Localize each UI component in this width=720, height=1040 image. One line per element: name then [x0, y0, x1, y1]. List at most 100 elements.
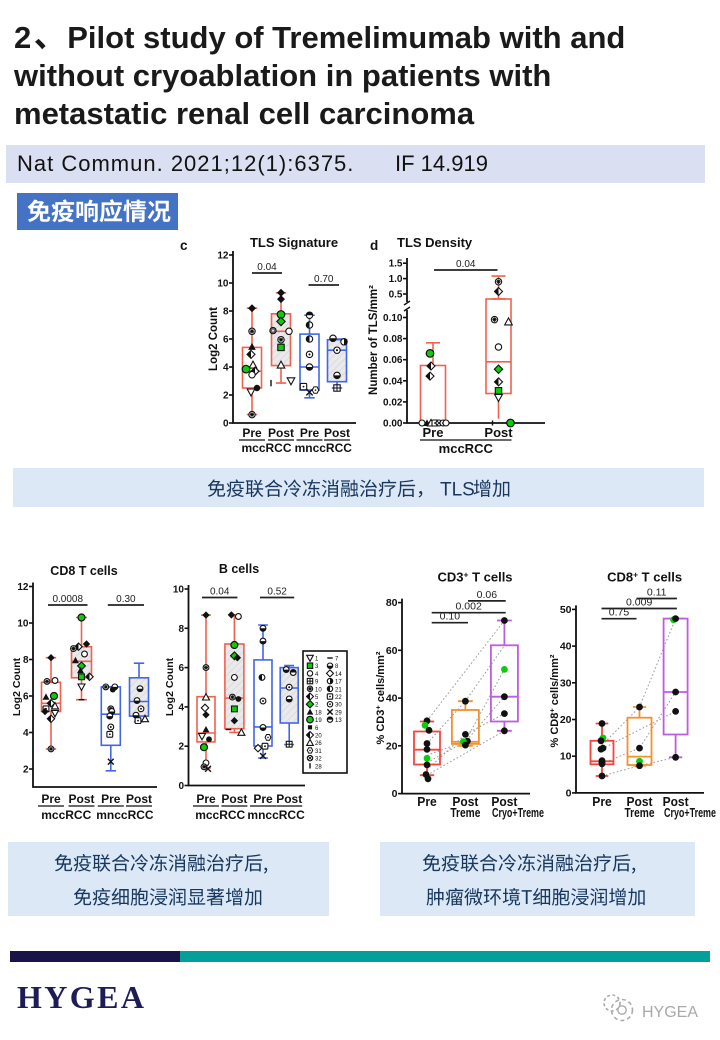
svg-text:Post: Post: [324, 426, 350, 440]
svg-text:B cells: B cells: [219, 562, 259, 576]
svg-text:Post: Post: [484, 425, 513, 440]
svg-text:mccRCC: mccRCC: [439, 441, 494, 456]
svg-text:Pre: Pre: [242, 426, 262, 440]
svg-text:0.08: 0.08: [383, 334, 403, 345]
svg-text:Pre: Pre: [253, 792, 273, 806]
svg-text:9: 9: [315, 680, 319, 686]
svg-text:TLS Signature: TLS Signature: [250, 235, 338, 250]
svg-text:32: 32: [315, 757, 322, 763]
svg-text:31: 31: [315, 749, 322, 755]
svg-text:Pre: Pre: [101, 792, 121, 806]
svg-text:13: 13: [335, 718, 342, 724]
svg-text:10: 10: [560, 751, 572, 763]
svg-text:6: 6: [178, 663, 184, 674]
svg-text:0.06: 0.06: [477, 589, 498, 601]
svg-text:0: 0: [223, 419, 229, 430]
svg-text:0.11: 0.11: [647, 587, 667, 599]
svg-text:12: 12: [217, 251, 229, 262]
svg-text:1: 1: [315, 657, 319, 663]
svg-text:Post: Post: [268, 426, 294, 440]
svg-text:Cryo+Treme: Cryo+Treme: [492, 806, 544, 820]
svg-text:Pre: Pre: [196, 792, 216, 806]
svg-text:0: 0: [178, 781, 184, 792]
svg-text:40: 40: [386, 693, 398, 705]
svg-text:Treme: Treme: [450, 806, 480, 820]
svg-text:TLS Density: TLS Density: [397, 235, 473, 250]
svg-text:2: 2: [23, 765, 29, 776]
svg-text:4: 4: [178, 702, 184, 713]
svg-text:0.04: 0.04: [257, 262, 277, 273]
svg-text:28: 28: [315, 764, 322, 770]
svg-text:0.52: 0.52: [267, 587, 287, 598]
svg-text:10: 10: [315, 687, 322, 693]
svg-text:0.10: 0.10: [383, 313, 403, 324]
svg-text:2: 2: [178, 742, 184, 753]
svg-text:TLS: TLS: [440, 480, 475, 501]
svg-text:1.0: 1.0: [389, 274, 403, 285]
svg-text:8: 8: [335, 664, 339, 670]
svg-text:4: 4: [23, 728, 29, 739]
svg-text:20: 20: [560, 714, 572, 726]
svg-text:Number of TLS/mm²: Number of TLS/mm²: [368, 285, 380, 395]
svg-text:mnccRCC: mnccRCC: [295, 441, 353, 455]
svg-text:1.5: 1.5: [389, 259, 403, 270]
svg-text:0: 0: [566, 787, 572, 799]
svg-text:4: 4: [223, 363, 229, 374]
svg-text:6: 6: [223, 335, 229, 346]
svg-text:c: c: [180, 238, 188, 253]
svg-text:0.02: 0.02: [383, 397, 403, 408]
svg-text:20: 20: [386, 740, 398, 752]
svg-text:8: 8: [223, 307, 229, 318]
svg-text:30: 30: [335, 703, 342, 709]
svg-text:Log2 Count: Log2 Count: [208, 307, 220, 371]
svg-text:d: d: [370, 238, 378, 253]
svg-text:2: 2: [315, 703, 319, 709]
svg-text:10: 10: [173, 585, 185, 596]
svg-text:mnccRCC: mnccRCC: [96, 808, 154, 822]
svg-text:0.75: 0.75: [609, 607, 630, 619]
svg-text:Post: Post: [491, 795, 518, 809]
svg-text:6: 6: [315, 726, 319, 732]
svg-text:0: 0: [392, 788, 398, 800]
svg-text:40: 40: [560, 641, 572, 653]
svg-text:Log2 Count: Log2 Count: [164, 657, 176, 716]
svg-text:10: 10: [17, 619, 29, 630]
svg-text:0.10: 0.10: [440, 611, 461, 623]
svg-text:0.04: 0.04: [383, 376, 403, 387]
svg-text:4: 4: [315, 672, 319, 678]
svg-text:19: 19: [315, 718, 322, 724]
svg-text:Post: Post: [221, 792, 247, 806]
svg-text:Pre: Pre: [592, 795, 612, 809]
svg-text:0.5: 0.5: [389, 290, 403, 301]
svg-text:6: 6: [23, 692, 29, 703]
svg-text:0.04: 0.04: [210, 587, 230, 598]
svg-text:17: 17: [335, 680, 342, 686]
svg-text:22: 22: [335, 695, 342, 701]
svg-text:29: 29: [335, 710, 342, 716]
svg-text:mnccRCC: mnccRCC: [247, 808, 305, 822]
svg-text:5: 5: [315, 695, 319, 701]
svg-text:mccRCC: mccRCC: [241, 441, 291, 455]
svg-text:7: 7: [335, 657, 339, 663]
svg-text:0.00: 0.00: [383, 419, 403, 430]
svg-text:0.06: 0.06: [383, 355, 403, 366]
svg-text:Post: Post: [627, 795, 654, 809]
svg-text:30: 30: [560, 677, 572, 689]
svg-text:8: 8: [178, 624, 184, 635]
svg-text:CD3+ T cells: CD3+ T cells: [437, 570, 512, 585]
svg-text:0.0008: 0.0008: [52, 594, 83, 605]
svg-text:Pre: Pre: [423, 425, 444, 440]
svg-text:Post: Post: [276, 792, 302, 806]
svg-text:3: 3: [315, 664, 319, 670]
svg-text:14: 14: [335, 672, 342, 678]
svg-text:21: 21: [335, 687, 342, 693]
svg-text:% CD3+ cells/mm²: % CD3+ cells/mm²: [374, 651, 388, 744]
svg-text:Post: Post: [663, 795, 690, 809]
svg-text:0.30: 0.30: [116, 594, 136, 605]
svg-text:8: 8: [23, 655, 29, 666]
svg-text:80: 80: [386, 597, 398, 609]
svg-text:18: 18: [315, 710, 322, 716]
svg-text:Post: Post: [126, 792, 152, 806]
svg-text:12: 12: [17, 582, 29, 593]
svg-text:0.002: 0.002: [456, 601, 482, 613]
